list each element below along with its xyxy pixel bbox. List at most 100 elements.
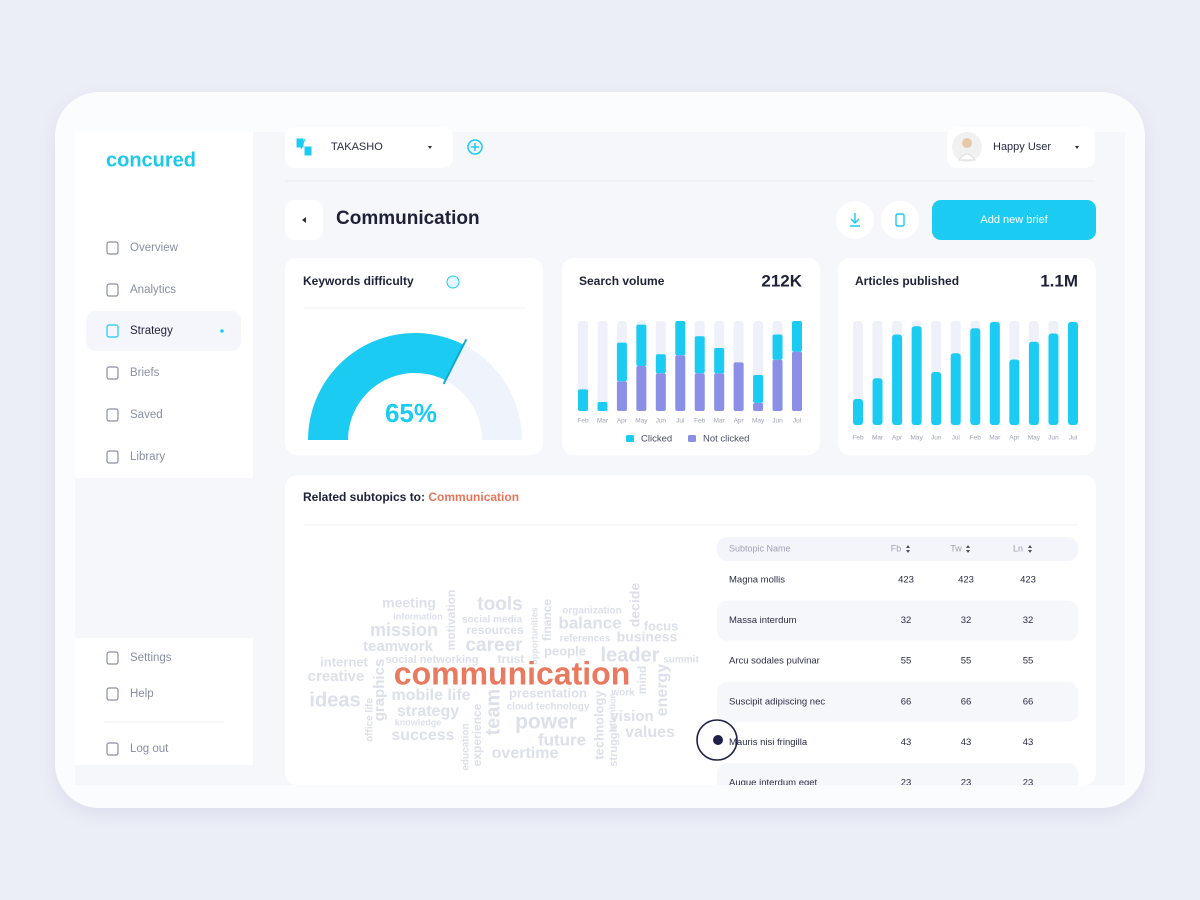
- x-tick-label: Jul: [793, 418, 802, 425]
- cell-name: Augue interdum eget: [729, 778, 818, 789]
- cloud-word: leader: [601, 644, 660, 666]
- x-tick-label: Apr: [1009, 435, 1020, 442]
- cloud-word: presentation: [509, 685, 587, 700]
- bar: [872, 378, 883, 425]
- card-title: Search volume: [579, 274, 665, 288]
- row-bg: [717, 600, 1078, 641]
- column-header[interactable]: Subtopic Name: [729, 543, 791, 553]
- bar: [950, 353, 961, 425]
- nav-item[interactable]: Strategy: [130, 325, 173, 337]
- nav-icon: [106, 241, 119, 255]
- bar-segment: [694, 373, 705, 411]
- sidebar-bottom: [75, 638, 253, 765]
- cloud-word: information: [393, 611, 443, 621]
- logo[interactable]: concured: [106, 149, 196, 171]
- bar-segment: [772, 359, 783, 411]
- gauge-label: 65%: [385, 398, 437, 428]
- cursor-dot: [713, 735, 723, 745]
- gauge-value: [308, 333, 464, 440]
- cloud-word: energy: [654, 664, 671, 717]
- cloud-word: team: [482, 689, 504, 736]
- nav-item[interactable]: Briefs: [130, 367, 160, 379]
- bookmark-button[interactable]: [881, 201, 919, 239]
- x-tick-label: Jul: [952, 435, 961, 442]
- x-tick-label: Mar: [872, 435, 884, 442]
- x-tick-label: Jul: [676, 418, 685, 425]
- x-tick-label: Jun: [772, 418, 783, 425]
- sort-icon: [966, 545, 970, 553]
- nav-icon: [106, 687, 119, 701]
- workspace-selector[interactable]: [285, 127, 453, 168]
- cell-name: Arcu sodales pulvinar: [729, 656, 820, 667]
- nav-item[interactable]: Saved: [130, 409, 163, 421]
- bar: [989, 322, 1000, 425]
- bar-segment: [753, 375, 764, 403]
- x-tick-label: Apr: [617, 418, 628, 425]
- cell-name: Suscipit adipiscing nec: [729, 696, 825, 707]
- bar-segment: [753, 402, 764, 411]
- x-tick-label: May: [910, 435, 923, 442]
- nav-icon: [106, 742, 119, 756]
- legend-label: Clicked: [641, 434, 672, 445]
- bar-segment: [616, 381, 627, 411]
- cloud-word: success: [391, 727, 454, 744]
- help-icon[interactable]: [446, 275, 460, 289]
- user-menu[interactable]: [947, 127, 1095, 168]
- caret: [428, 146, 432, 149]
- cloud-word: teamwork: [363, 638, 434, 655]
- x-tick-label: May: [635, 418, 648, 425]
- column-header[interactable]: Ln: [1013, 543, 1023, 553]
- bar-segment: [792, 351, 802, 411]
- cloud-word: power: [515, 711, 577, 734]
- nav-icon: [106, 651, 119, 665]
- download-icon: [850, 213, 860, 227]
- cloud-word: future: [538, 730, 586, 749]
- bar-track: [853, 321, 863, 425]
- column-header[interactable]: Tw: [950, 543, 962, 553]
- add-workspace[interactable]: [467, 139, 483, 155]
- cloud-word: education: [461, 723, 472, 770]
- column-header[interactable]: Fb: [891, 543, 902, 553]
- bar: [911, 326, 922, 425]
- nav-item[interactable]: Log out: [130, 743, 169, 755]
- bar-segment: [675, 355, 686, 411]
- cloud-word: resources: [466, 623, 524, 637]
- cell-number: 23: [901, 778, 912, 789]
- cloud-word: organization: [562, 606, 621, 617]
- cloud-word: mobile life: [391, 687, 470, 704]
- bar-segment: [636, 366, 647, 411]
- nav-item[interactable]: Overview: [130, 242, 179, 254]
- cloud-word: mission: [370, 620, 438, 640]
- nav-item[interactable]: Library: [130, 451, 165, 463]
- cell-name: Massa interdum: [729, 615, 797, 626]
- legend-label: Not clicked: [703, 434, 749, 445]
- nav-item[interactable]: Analytics: [130, 284, 176, 296]
- nav-item[interactable]: Settings: [130, 652, 172, 664]
- cell-number: 23: [961, 778, 972, 789]
- bar: [970, 328, 981, 425]
- cell-number: 55: [1023, 656, 1034, 667]
- add-brief-button[interactable]: [932, 200, 1096, 240]
- cloud-word: struggle: [608, 723, 620, 766]
- row-bg: [717, 681, 1078, 722]
- bar: [853, 399, 863, 425]
- nav-item[interactable]: Help: [130, 688, 154, 700]
- card-title: Keywords difficulty: [303, 274, 414, 288]
- sort-icon: [1028, 545, 1032, 553]
- cloud-word: creative: [308, 668, 365, 685]
- cloud-word: business: [617, 629, 678, 645]
- bar: [1068, 322, 1078, 425]
- back-icon: [302, 217, 306, 223]
- workspace-icon: [296, 138, 312, 156]
- cell-number: 43: [1023, 737, 1034, 748]
- cell-number: 43: [961, 737, 972, 748]
- cloud-word: strategy: [397, 703, 459, 720]
- subtopics-title: Related subtopics to: Communication: [303, 490, 519, 504]
- cloud-word: people: [544, 643, 586, 658]
- cell-number: 423: [1020, 575, 1036, 586]
- x-tick-label: Mar: [597, 418, 609, 425]
- cloud-word: focus: [644, 618, 679, 633]
- cloud-word: internet: [320, 654, 368, 669]
